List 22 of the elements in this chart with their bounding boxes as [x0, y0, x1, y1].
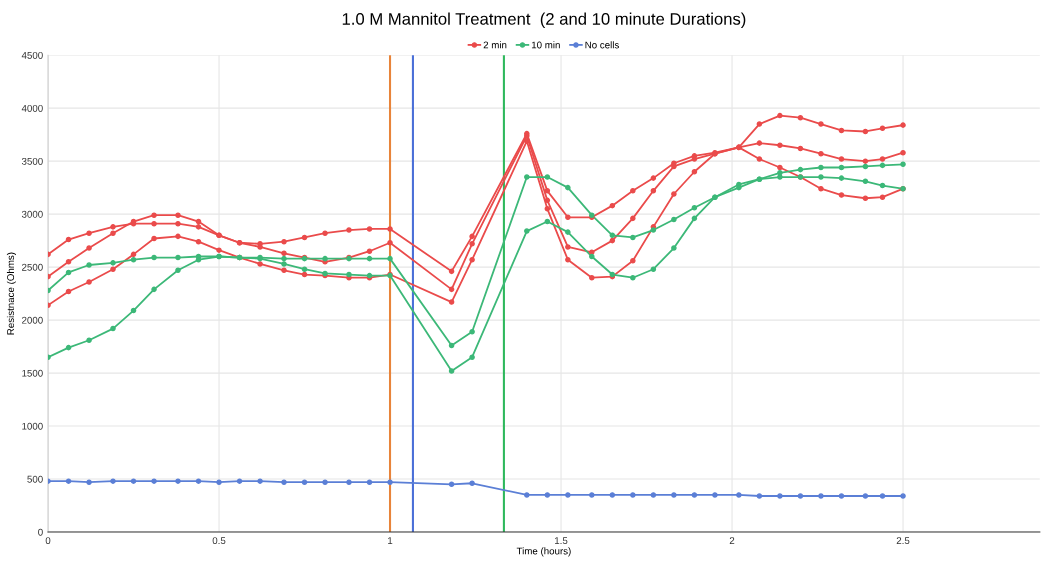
- y-tick-label: 3000: [21, 210, 43, 218]
- x-tick-label: 2.5: [896, 537, 910, 545]
- x-tick-label: 2: [729, 537, 735, 544]
- y-tick-label: 500: [27, 475, 43, 483]
- legend-label: No cells: [585, 41, 619, 49]
- y-axis-title: Resistnace (Ohms): [6, 252, 16, 335]
- x-tick-label: 1.5: [555, 537, 568, 545]
- y-tick-label: 3500: [21, 157, 43, 165]
- legend-label: 2 min: [483, 41, 507, 49]
- x-tick-label: 0: [45, 537, 51, 545]
- x-tick-label: 1: [388, 537, 393, 544]
- chart-title: 1.0 M Mannitol Treatment (2 and 10 minute Durations): [342, 12, 746, 29]
- x-axis-title: Time (hours): [516, 547, 571, 557]
- y-tick-label: 4000: [21, 104, 43, 112]
- y-tick-label: 2500: [22, 263, 43, 271]
- y-tick-label: 0: [38, 528, 43, 536]
- legend-label: 10 min: [531, 41, 560, 49]
- y-tick-label: 2000: [22, 316, 43, 324]
- y-tick-label: 1000: [22, 422, 43, 430]
- y-tick-label: 4500: [21, 51, 43, 59]
- x-tick-label: 0.5: [212, 537, 226, 545]
- y-tick-label: 1500: [22, 369, 43, 377]
